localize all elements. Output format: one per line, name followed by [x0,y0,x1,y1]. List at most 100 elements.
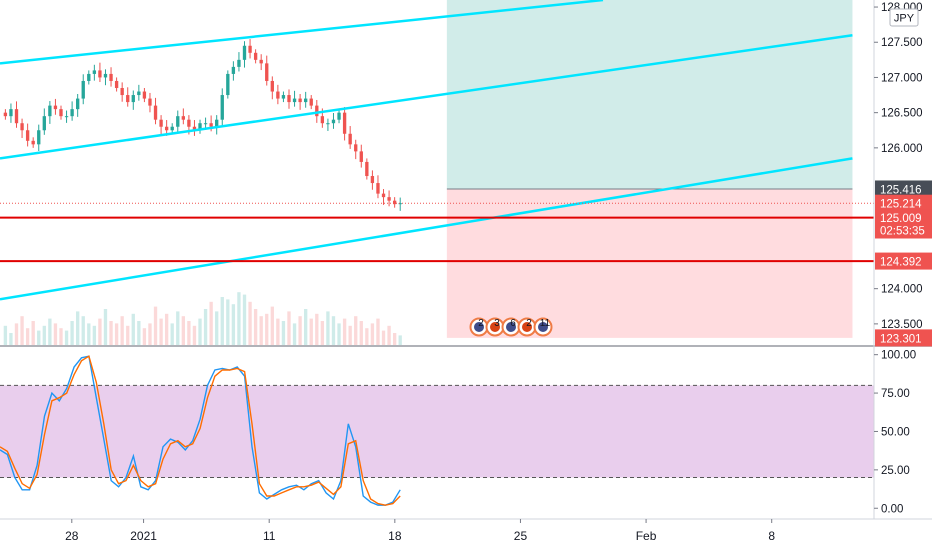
volume-bar [315,313,319,345]
candle [81,74,85,105]
candle-body [25,130,30,141]
candle-body [137,91,141,96]
candle-body [53,105,58,110]
candle-body [237,59,241,67]
event-marker-count: 2 [526,318,532,329]
price-tick-label: 123.500 [881,319,923,331]
time-tick-label: 8 [768,529,775,543]
event-marker-count: 2 [478,318,484,329]
volume-bar [20,316,24,345]
candle-body [187,119,191,127]
event-marker[interactable]: 2 [517,317,537,337]
volume-bar [381,330,386,345]
candle [287,89,291,109]
profit-zone[interactable] [446,0,853,189]
osc-tick-label: 25.00 [881,465,910,477]
event-marker[interactable]: 6 [501,317,521,337]
candle-body [326,123,330,125]
candle-body [120,88,124,96]
candle [126,87,130,107]
currency-label: JPY [894,13,915,25]
volume-bar [131,313,135,345]
candle [342,107,347,141]
volume-bar [337,323,341,345]
volume-bar [309,318,313,345]
volume-bar [198,318,202,345]
candle [270,76,274,100]
candle [337,109,341,124]
volume-bar [9,333,13,345]
volume-bar [370,323,375,345]
volume-bar [31,321,35,345]
candle [114,77,119,92]
trendline[interactable] [0,33,853,160]
candle [103,69,108,86]
volume-bar [231,304,236,345]
candle-body [159,119,163,127]
price-badge [875,180,932,198]
candle-body [292,98,297,103]
volume-bar [253,309,258,345]
candle [348,126,352,149]
candle [42,108,46,135]
candle-body [9,109,13,117]
candle-body [365,161,369,177]
candle [376,175,380,199]
candle [159,115,163,135]
candle-body [270,80,274,92]
candle-body [320,116,325,124]
candle-body [392,200,397,205]
candle-body [354,144,358,152]
candle-body [20,123,24,131]
candle-body [42,116,46,131]
candle-body [192,126,197,131]
volume-bar [365,328,369,345]
candle-body [103,73,108,78]
trendline[interactable] [0,157,853,301]
event-marker[interactable]: 2 [469,317,489,337]
volume-bar [103,309,108,345]
volume-bar [181,316,186,345]
candle [304,91,308,108]
candle-body [109,73,113,81]
candle [237,52,241,72]
candle [25,123,30,147]
volume-bar [142,328,147,345]
candle-body [337,112,341,120]
candle [398,197,402,211]
volume-bar [281,321,286,345]
trendline[interactable] [0,0,604,65]
candle-body [231,66,236,74]
volume-bar [326,311,330,345]
candle [276,84,280,105]
time-tick-label: 2021 [130,529,157,543]
volume-bar [398,335,402,345]
osc-tick-label: 50.00 [881,426,910,438]
candle [3,109,8,120]
price-tick-label: 124.000 [881,284,923,296]
price-badge-label: 125.214 [880,199,922,211]
candle [20,118,24,138]
price-badge-label: 02:53:35 [880,226,925,238]
candle-body [76,98,80,110]
candle-body [215,119,219,127]
volume-bar [298,316,302,345]
candle [87,70,91,85]
price-badge [875,252,932,270]
candle [253,49,258,64]
candle-body [259,59,263,64]
volume-bar [81,316,85,345]
candle-body [37,130,41,145]
event-marker[interactable]: 3 [485,317,505,337]
candle [326,118,330,131]
candle-body [331,119,336,124]
event-marker[interactable]: 11 [533,317,553,337]
event-flag-icon [538,322,548,332]
volume-bar [159,318,163,345]
stoch-band [0,385,874,478]
volume-bar [109,321,113,345]
stop-zone[interactable] [446,188,853,338]
time-tick-label: 11 [263,529,276,543]
